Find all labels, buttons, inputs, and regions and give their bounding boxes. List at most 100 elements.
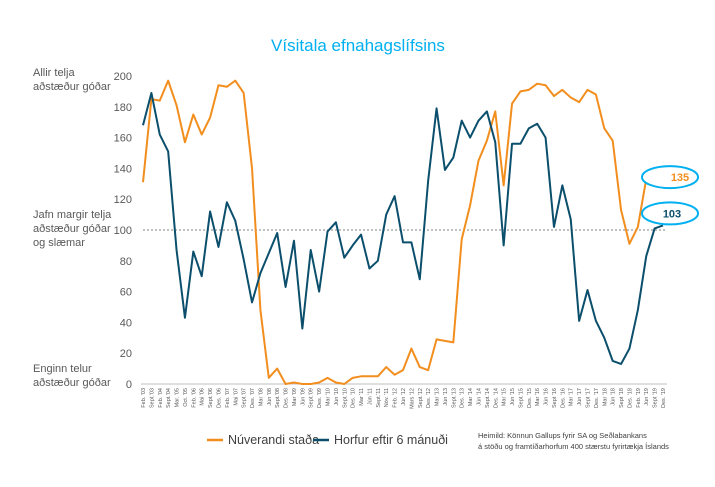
x-tick-label: Jún '16 [544,388,550,406]
source-line-2: á stöðu og framtíðarhorfum 400 stærstu f… [478,442,669,451]
x-tick-label: Mar '08 [258,388,264,406]
x-tick-label: Nóv. '11 [384,388,390,407]
x-tick-label: Sept.'06 [208,388,214,408]
legend-label-current: Núverandi staða [228,433,319,447]
x-tick-label: Sept.'12 [418,388,424,408]
x-tick-label: Sept '18 [619,388,625,408]
x-tick-label: Des. '09 [317,388,323,408]
x-tick-label: Sept.'08 [275,388,281,408]
x-tick-label: Mar '10 [326,388,332,406]
legend-label-outlook: Horfur eftir 6 mánuði [334,433,448,447]
gridlines [141,229,667,385]
x-tick-label: Jún '19 [644,388,650,406]
x-tick-label: Sept.'14 [485,388,491,408]
y-annotation-text: og slæmar [33,237,85,249]
y-tick-label: 120 [114,194,132,206]
x-tick-label: Feb. '07 [225,388,231,408]
y-tick-label: 20 [120,348,132,360]
callout-ellipse [641,201,699,226]
x-tick-label: Sept.'04 [166,388,172,408]
x-tick-label: Des. '19 [661,388,667,408]
x-tick-label: Sept '17 [586,388,592,408]
x-tick-label: Sept.'11 [376,388,382,408]
y-tick-label: 160 [114,133,132,145]
y-annotation-text: aðstæður góðar [33,81,111,93]
x-tick-label: Jún '14 [476,388,482,406]
callout-value: 135 [671,172,689,184]
x-tick-label: Sept.'07 [242,388,248,408]
y-tick-label: 0 [126,379,132,391]
y-annotation-text: Allir telja [33,67,75,79]
x-tick-label: Sept '19 [653,388,659,408]
y-tick-label: 200 [114,71,132,83]
x-tick-labels: Feb. '03 Sept.'03 Feb. '04 Sept.'04 Mar. '05… [141,388,667,409]
x-tick-label: Jún '15 [510,388,516,406]
y-annotations: Allir telja aðstæður góðar Jafn margir tel… [33,67,112,389]
x-tick-label: Jún '11 [367,388,373,405]
x-tick-label: Jún '10 [334,388,340,406]
x-tick-label: Des. '14 [493,388,499,408]
y-annotation-text: aðstæður góðar [33,223,111,235]
callout-ellipse [641,165,699,190]
x-tick-label: Feb. '19 [636,388,642,408]
x-tick-label: Des. '06 [216,388,222,408]
x-tick-label: Sept '16 [552,388,558,408]
x-tick-label: Mar '14 [468,388,474,406]
x-tick-label: Des. '08 [284,388,290,408]
source-note: Heimild: Könnun Gallups fyrir SA og Seðl… [478,431,669,451]
x-tick-label: Mar '09 [292,388,298,406]
y-tick-labels: 0 20 40 60 80 100 120 140 160 180 200 [114,71,132,391]
x-tick-label: Sept.'09 [309,388,315,408]
series-line-current [142,79,663,385]
y-tick-label: 80 [120,256,132,268]
x-tick-label: Feb. '12 [393,388,399,408]
x-tick-label: Des. '07 [250,388,256,408]
series-line-outlook [142,91,664,365]
x-tick-label: Mars '12 [409,388,415,409]
x-tick-label: Sept.'13 [451,388,457,408]
x-tick-label: Sept.'03 [149,388,155,408]
value-callouts: 135 103 [641,165,699,226]
x-tick-label: Mar '17 [569,388,575,406]
x-tick-label: Des. '12 [426,388,432,408]
y-tick-label: 60 [120,287,132,299]
x-tick-label: Feb. '06 [191,388,197,408]
x-tick-label: Mai '07 [233,388,239,406]
x-tick-label: Des. '18 [627,388,633,408]
legend: Núverandi staða Horfur eftir 6 mánuði [207,433,448,447]
x-tick-label: Mar '13 [435,388,441,406]
x-tick-label: Jún '12 [401,388,407,406]
x-tick-label: Jún '08 [267,388,273,406]
x-tick-label: Mar '16 [535,388,541,406]
y-annotation-text: Enginn telur [33,363,92,375]
x-tick-label: Jún '09 [300,388,306,406]
x-tick-label: Des. '15 [527,388,533,408]
y-tick-label: 140 [114,163,132,175]
chart-title: Vísitala efnahagslífsins [271,36,445,55]
x-tick-label: Des. '13 [460,388,466,408]
y-tick-label: 180 [114,102,132,114]
source-line-1: Heimild: Könnun Gallups fyrir SA og Seðl… [478,431,647,440]
x-tick-label: Jún '17 [577,388,583,406]
callout-value: 103 [663,208,681,220]
x-tick-label: Jún '13 [443,388,449,406]
x-tick-label: Sept.'15 [518,388,524,408]
x-tick-label: Mar '18 [602,388,608,406]
x-tick-label: Mar '15 [502,388,508,406]
x-tick-label: Des. '10 [351,388,357,408]
y-annotation-text: aðstæður góðar [33,377,111,389]
x-tick-label: Des. '16 [560,388,566,408]
x-tick-label: Sept.'10 [342,388,348,408]
x-tick-label: Des. '17 [594,388,600,408]
x-tick-label: Mar '11 [359,388,365,406]
x-tick-label: Oct. '05 [183,388,189,407]
series-lines [142,79,664,385]
y-tick-label: 100 [114,225,132,237]
x-tick-label: Mai '06 [200,388,206,406]
x-tick-label: Jún '18 [611,388,617,406]
x-tick-label: Mar. '05 [175,388,181,407]
y-tick-label: 40 [120,317,132,329]
x-tick-label: Feb. '03 [141,388,147,408]
x-tick-label: Feb. '04 [158,388,164,408]
